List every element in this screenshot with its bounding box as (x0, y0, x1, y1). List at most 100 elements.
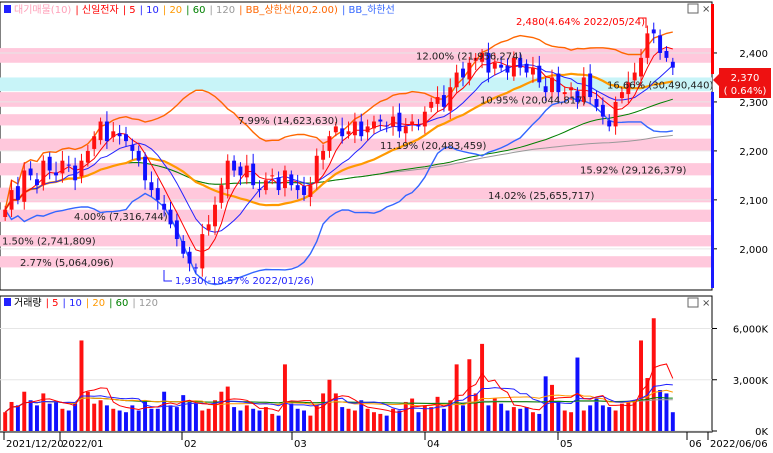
volume-panel-buttons: × (687, 297, 710, 309)
close-icon[interactable]: × (702, 4, 710, 15)
volume-restore-button[interactable] (687, 297, 699, 308)
volume-bar (308, 415, 313, 431)
profile-band-label: 10.95% (20,044,817) (480, 95, 586, 106)
candle (505, 58, 510, 80)
candle (104, 111, 109, 149)
candle-body (410, 121, 415, 125)
candle-body (206, 224, 211, 231)
volume-bar (645, 378, 650, 431)
candle-body (550, 77, 554, 93)
candle (257, 180, 262, 198)
candle-body (607, 120, 612, 127)
ma5-line (4, 46, 673, 253)
restore-button[interactable] (687, 3, 699, 14)
candle-body (429, 101, 434, 108)
candle (174, 213, 179, 247)
volume-bar (124, 412, 128, 431)
ma10-line (4, 64, 674, 233)
volume-close-icon[interactable]: × (702, 298, 710, 309)
volume-bar (454, 364, 459, 431)
bb-lower-line (4, 96, 673, 286)
candle (263, 172, 268, 195)
candle (537, 55, 542, 88)
candle (581, 67, 586, 106)
candle (143, 152, 148, 190)
volume-axis: 6,000K 3,000K 0K (712, 325, 768, 438)
candle-body (130, 145, 135, 151)
candle (321, 144, 326, 170)
legend-item: 거래량 (14, 297, 42, 309)
volume-bar (499, 403, 504, 431)
candle-body (117, 133, 122, 137)
candle (499, 56, 504, 72)
volume-bar (600, 405, 605, 431)
candle-body (321, 150, 326, 160)
volume-bar (15, 405, 20, 431)
volume-bar (473, 393, 478, 431)
volume-bar (619, 403, 624, 431)
volume-bar (162, 391, 167, 431)
volume-bar (530, 412, 535, 431)
candle (130, 138, 135, 160)
price-legend: 대기매물(10) | 신일전자 | 5 | 10 | 20 | 60 | 120 | BB_상… (4, 3, 395, 16)
candle-body (499, 64, 504, 68)
candle (206, 215, 211, 236)
candle-body (518, 57, 523, 68)
volume-bar (651, 318, 656, 431)
volume-profile-bands (0, 48, 712, 268)
candle (3, 205, 8, 221)
candle (289, 170, 294, 191)
profile-band (0, 235, 712, 247)
candle (111, 122, 116, 143)
candle-body (639, 57, 643, 77)
candle-body (193, 267, 198, 269)
candle (22, 162, 27, 210)
volume-bar (232, 407, 237, 431)
volume-bar (225, 386, 230, 431)
candle-body (219, 185, 224, 203)
candle (47, 152, 52, 180)
volume-bar (588, 405, 593, 431)
candle (461, 61, 465, 87)
volume-bar (295, 408, 300, 431)
volume-bar (35, 405, 39, 431)
candle (613, 96, 618, 135)
volume-bar (562, 410, 567, 431)
candle-body (92, 136, 97, 149)
legend-item: | 20 (86, 298, 105, 309)
candle-body (124, 134, 128, 142)
candle-body (511, 57, 516, 77)
volume-bars (3, 318, 675, 431)
candle-body (47, 156, 52, 171)
candle-body (365, 126, 370, 133)
candle (670, 57, 675, 75)
candle-body (454, 72, 459, 88)
volume-bar (632, 400, 637, 431)
candle (416, 119, 421, 131)
candle-body (670, 61, 675, 68)
volume-bar (556, 401, 561, 431)
candle-body (225, 160, 230, 190)
candle (213, 196, 217, 236)
candle (524, 59, 529, 78)
candle (441, 85, 446, 112)
profile-band (0, 114, 712, 126)
x-tick-label: 02 (184, 439, 197, 450)
candle (92, 131, 97, 157)
candle (372, 115, 376, 134)
candle-body (384, 125, 389, 127)
candle-body (327, 136, 332, 151)
volume-bar (448, 400, 453, 431)
profile-band (0, 138, 712, 151)
volume-bar (92, 403, 97, 431)
candle (73, 157, 78, 191)
volume-bar (219, 391, 224, 431)
candle (473, 52, 478, 71)
volume-bar (658, 390, 663, 431)
volume-bar (302, 410, 306, 431)
candle-body (60, 160, 65, 174)
candle-body (104, 121, 109, 142)
candle (658, 29, 663, 60)
legend-item: | 120 (209, 5, 235, 16)
volume-bar (378, 413, 383, 431)
